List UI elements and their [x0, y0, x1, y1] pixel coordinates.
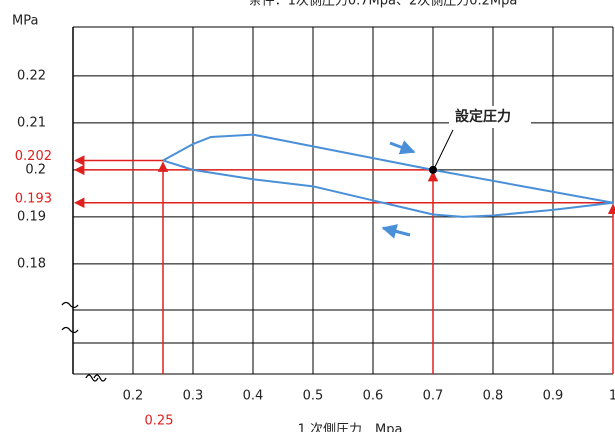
set-point-leader	[434, 129, 454, 168]
blue-direction-arrows	[381, 140, 416, 239]
x-tick-label: 0.7	[423, 389, 444, 404]
y-ref-label: 0.202	[15, 149, 52, 164]
y-tick-label: 0.19	[17, 209, 46, 224]
set-point	[429, 165, 437, 174]
data-line	[162, 133, 614, 218]
x-tick-label: 1	[609, 389, 615, 404]
x-tick-label: 0.8	[483, 389, 504, 404]
y-tick-label: 0.2	[25, 162, 46, 177]
set-point-label: 設定圧力	[455, 108, 511, 125]
x-tick-label: 0.6	[363, 389, 384, 404]
x-tick-label: 0.5	[303, 389, 324, 404]
y-tick-label: 0.22	[17, 68, 46, 83]
x-tick-label: 0.2	[123, 389, 144, 404]
y-tick-label: 0.18	[17, 256, 46, 271]
y-tick-label: 0.21	[17, 115, 46, 130]
y-axis-label: MPa	[12, 14, 38, 29]
set-point-label-bg	[449, 106, 531, 128]
axis-breaks	[61, 301, 107, 382]
y-ref-label: 0.193	[15, 191, 52, 206]
chart-title: 条件：1次側圧力0.7Mpa、2次側圧力0.2Mpa	[249, 0, 518, 9]
x-axis-label: 1 次側圧力 Mpa	[298, 422, 403, 432]
x-tick-label: 0.9	[543, 389, 564, 404]
x-ref-label: 0.25	[145, 414, 174, 429]
x-tick-label: 0.3	[183, 389, 204, 404]
x-tick-label: 0.4	[243, 389, 264, 404]
